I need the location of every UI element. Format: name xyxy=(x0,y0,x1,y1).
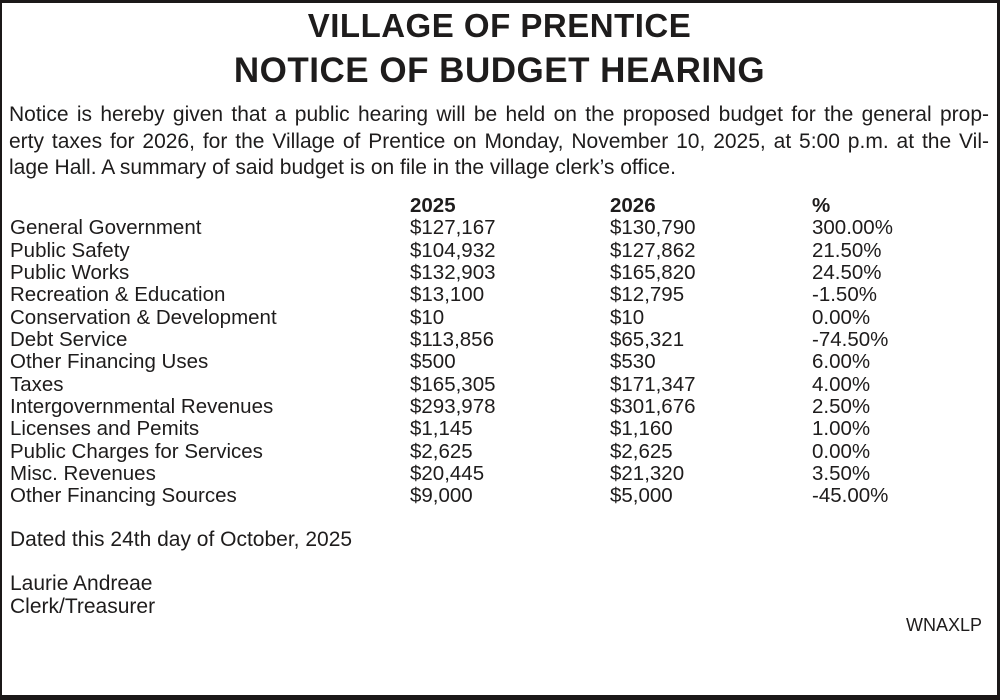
table-row: Intergovernmental Revenues $293,978 $301… xyxy=(10,396,994,418)
table-row: Conservation & Development $10 $10 0.00% xyxy=(10,307,994,329)
row-amount-2025: $9,000 xyxy=(410,485,473,508)
row-label: Intergovernmental Revenues xyxy=(10,396,274,419)
row-change-pct: 21.50% xyxy=(812,239,882,262)
row-change-pct: 24.50% xyxy=(812,262,882,285)
row-label: Public Charges for Services xyxy=(10,440,263,463)
row-amount-2025: $293,978 xyxy=(410,396,496,419)
row-amount-2026: $65,321 xyxy=(610,329,685,352)
table-row: Other Financing Sources $9,000 $5,000 -4… xyxy=(10,485,994,507)
row-amount-2026: $130,790 xyxy=(610,217,696,240)
row-amount-2026: $5,000 xyxy=(610,485,673,508)
table-row: Misc. Revenues $20,445 $21,320 3.50% xyxy=(10,463,994,485)
column-header-2026: 2026 xyxy=(610,195,656,217)
row-change-pct: 1.00% xyxy=(812,418,871,441)
row-label: Public Works xyxy=(10,262,130,285)
row-change-pct: 300.00% xyxy=(812,217,893,240)
row-label: General Government xyxy=(10,217,202,240)
signatory-block: Laurie Andreae Clerk/Treasurer xyxy=(10,572,155,618)
row-amount-2026: $127,862 xyxy=(610,239,696,262)
signatory-title: Clerk/Treasurer xyxy=(10,595,156,618)
table-row: Debt Service $113,856 $65,321 -74.50% xyxy=(10,329,994,351)
row-label: Debt Service xyxy=(10,329,128,352)
budget-table-header-row: 2025 2026 % xyxy=(10,195,994,217)
row-label: Public Safety xyxy=(10,239,130,262)
row-change-pct: -1.50% xyxy=(812,284,877,307)
page-title: VILLAGE OF PRENTICE xyxy=(307,7,692,44)
row-label: Licenses and Pemits xyxy=(10,418,200,441)
notice-body-line: lage Hall. A summary of said budget is o… xyxy=(9,156,676,180)
table-row: Public Safety $104,932 $127,862 21.50% xyxy=(10,240,994,262)
dated-line: Dated this 24th day of October, 2025 xyxy=(10,528,353,551)
notice-body-line: Notice is hereby given that a public hea… xyxy=(9,103,989,126)
row-label: Conservation & Development xyxy=(10,306,277,329)
row-change-pct: 3.50% xyxy=(812,463,871,486)
notice-header: VILLAGE OF PRENTICE NOTICE OF BUDGET HEA… xyxy=(2,5,997,95)
row-change-pct: -74.50% xyxy=(812,329,889,352)
row-amount-2025: $500 xyxy=(410,351,456,374)
row-change-pct: 4.00% xyxy=(812,373,871,396)
column-header-category xyxy=(10,195,410,217)
legal-tag: WNAXLP xyxy=(905,615,982,635)
row-label: Taxes xyxy=(10,373,64,396)
notice-body: Notice is hereby given that a public hea… xyxy=(9,102,989,182)
table-row: Recreation & Education $13,100 $12,795 -… xyxy=(10,284,994,306)
row-amount-2025: $13,100 xyxy=(410,284,485,307)
row-label: Other Financing Uses xyxy=(10,351,209,374)
table-row: Other Financing Uses $500 $530 6.00% xyxy=(10,351,994,373)
column-header-percent: % xyxy=(812,195,831,217)
row-change-pct: -45.00% xyxy=(812,485,889,508)
signatory-name: Laurie Andreae xyxy=(10,572,153,595)
table-row: Taxes $165,305 $171,347 4.00% xyxy=(10,374,994,396)
page-subtitle: NOTICE OF BUDGET HEARING xyxy=(233,51,766,90)
table-row: Public Charges for Services $2,625 $2,62… xyxy=(10,441,994,463)
row-change-pct: 6.00% xyxy=(812,351,871,374)
row-amount-2025: $1,145 xyxy=(410,418,473,441)
row-change-pct: 0.00% xyxy=(812,306,871,329)
column-header-2025: 2025 xyxy=(410,195,456,217)
row-amount-2025: $20,445 xyxy=(410,463,485,486)
budget-table: 2025 2026 % General Government $127,167 … xyxy=(10,195,994,508)
row-label: Other Financing Sources xyxy=(10,485,237,508)
row-amount-2025: $104,932 xyxy=(410,239,496,262)
row-amount-2025: $165,305 xyxy=(410,373,496,396)
row-amount-2026: $301,676 xyxy=(610,396,696,419)
row-label: Misc. Revenues xyxy=(10,463,156,486)
row-amount-2026: $2,625 xyxy=(610,440,673,463)
row-amount-2026: $12,795 xyxy=(610,284,685,307)
row-amount-2026: $1,160 xyxy=(610,418,673,441)
row-amount-2025: $113,856 xyxy=(410,329,494,352)
row-label: Recreation & Education xyxy=(10,284,226,307)
row-amount-2025: $132,903 xyxy=(410,262,496,285)
notice-body-line: erty taxes for 2026, for the Village of … xyxy=(9,129,989,153)
row-amount-2026: $21,320 xyxy=(610,463,685,486)
row-amount-2025: $127,167 xyxy=(410,217,496,240)
row-amount-2025: $2,625 xyxy=(410,440,473,463)
table-row: Licenses and Pemits $1,145 $1,160 1.00% xyxy=(10,418,994,440)
row-amount-2026: $171,347 xyxy=(610,373,696,396)
row-change-pct: 0.00% xyxy=(812,440,871,463)
table-row: General Government $127,167 $130,790 300… xyxy=(10,217,994,239)
table-row: Public Works $132,903 $165,820 24.50% xyxy=(10,262,994,284)
row-amount-2026: $530 xyxy=(610,351,656,374)
row-amount-2025: $10 xyxy=(410,306,445,329)
row-amount-2026: $165,820 xyxy=(610,262,696,285)
row-change-pct: 2.50% xyxy=(812,396,871,419)
row-amount-2026: $10 xyxy=(610,306,645,329)
